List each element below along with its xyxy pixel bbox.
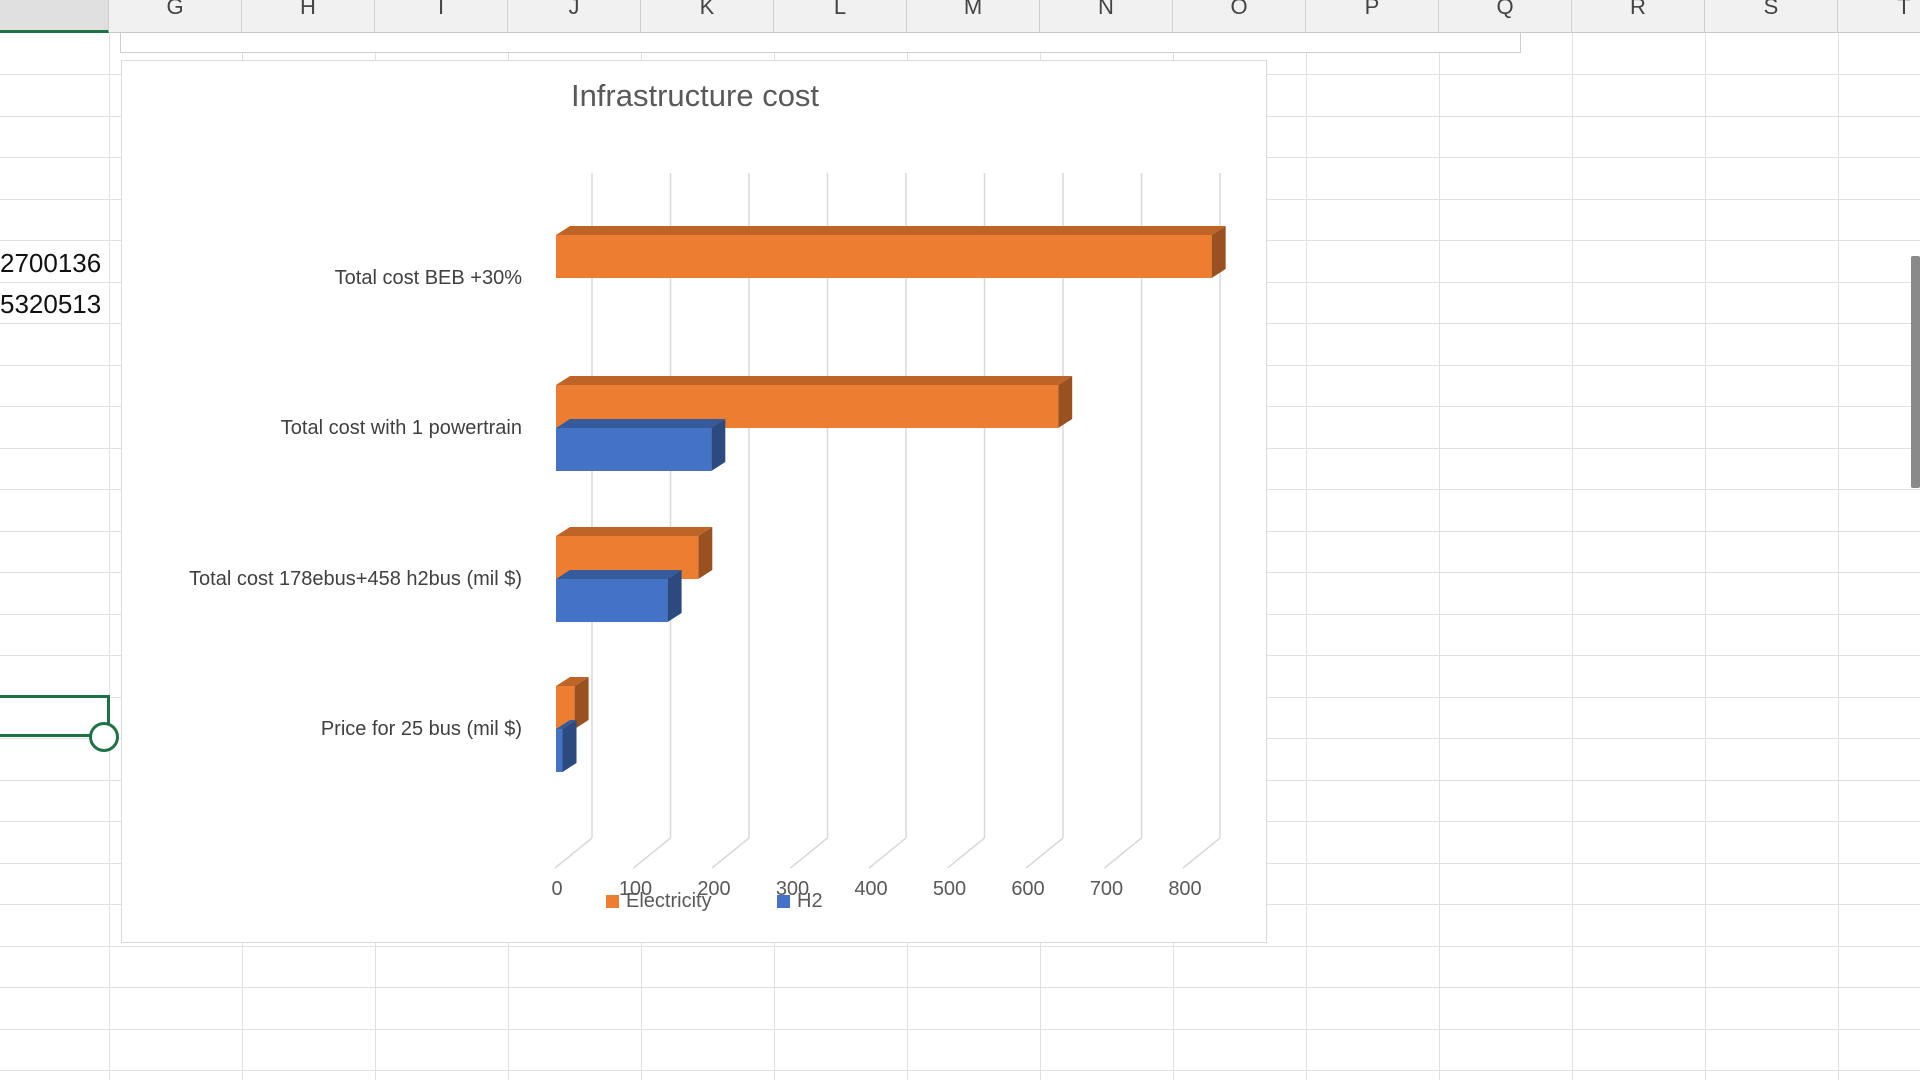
column-header-o[interactable]: O [1173, 0, 1306, 33]
bar-electricity [556, 235, 1212, 278]
bar-top-h2 [556, 419, 726, 428]
y-category-label: Total cost with 1 powertrain [281, 417, 522, 439]
legend-label: Electricity [626, 890, 712, 912]
bar-side-electricity [574, 677, 589, 729]
gridline-floor [868, 837, 907, 869]
bar-side-electricity [1058, 376, 1073, 428]
x-tick-label: 300 [776, 878, 809, 900]
x-tick-label: 100 [619, 878, 652, 900]
bar-h2 [556, 579, 668, 622]
legend-label: H2 [797, 890, 823, 912]
chart-area[interactable]: Infrastructure cost 0 100 200 300 400 500 600 70… [121, 60, 1267, 943]
resize-handle[interactable] [89, 722, 119, 752]
bar-h2 [556, 729, 563, 772]
gridline-horizontal [0, 1070, 1920, 1071]
gridline-vertical [1439, 33, 1440, 1080]
column-header-q[interactable]: Q [1439, 0, 1572, 33]
vertical-scrollbar[interactable] [1911, 256, 1920, 488]
cell-range-border [120, 33, 1521, 53]
chart-title: Infrastructure cost [571, 78, 819, 113]
bar-top-electricity [556, 527, 713, 536]
x-tick-label: 400 [854, 878, 887, 900]
column-header-r[interactable]: R [1572, 0, 1705, 33]
column-header-h[interactable]: H [242, 0, 375, 33]
gridline-floor [1182, 837, 1221, 869]
gridline-floor [633, 837, 671, 869]
bar-side-electricity [698, 527, 713, 579]
gridline-floor [1104, 837, 1142, 869]
bar-electricity [556, 686, 575, 729]
gridline-vertical [1572, 33, 1573, 1080]
bar-side-h2 [667, 570, 682, 622]
gridline-floor [711, 837, 750, 869]
column-header-blank[interactable] [0, 0, 109, 33]
gridline-vertical [1705, 33, 1706, 1080]
gridline-vertical [1838, 33, 1839, 1080]
gridline-floor [947, 837, 985, 869]
column-header-k[interactable]: K [641, 0, 774, 33]
x-tick-label: 700 [1090, 878, 1123, 900]
x-tick-label: 0 [551, 878, 562, 900]
column-header-t[interactable]: T [1838, 0, 1920, 33]
column-header-n[interactable]: N [1040, 0, 1173, 33]
x-tick-label: 800 [1168, 878, 1201, 900]
bar-h2 [556, 428, 712, 471]
gridline-vertical [109, 33, 110, 1080]
bar-top-electricity [556, 376, 1073, 385]
column-header-g[interactable]: G [109, 0, 242, 33]
x-tick-label: 500 [933, 878, 966, 900]
bar-top-h2 [556, 720, 577, 729]
x-tick-label: 200 [697, 878, 730, 900]
gridline-floor [1025, 837, 1064, 869]
gridline-horizontal [0, 1029, 1920, 1030]
y-category-label: Total cost 178ebus+458 h2bus (mil $) [189, 568, 522, 590]
gridline-horizontal [0, 946, 1920, 947]
gridline-vertical [1306, 33, 1307, 1080]
gridline-horizontal [0, 987, 1920, 988]
column-header-p[interactable]: P [1306, 0, 1439, 33]
y-category-label: Price for 25 bus (mil $) [321, 718, 522, 740]
legend-swatch-h2 [777, 895, 790, 908]
selected-cell-outline[interactable] [0, 695, 110, 737]
y-category-label: Total cost BEB +30% [335, 267, 523, 289]
column-header-l[interactable]: L [774, 0, 907, 33]
gridline-floor [790, 837, 828, 869]
legend-swatch-electricity [606, 895, 619, 908]
bar-side-h2 [711, 419, 726, 471]
bar-top-electricity [556, 226, 1226, 235]
column-header-j[interactable]: J [508, 0, 641, 33]
bar-top-electricity [556, 677, 589, 686]
bar-chart: Infrastructure cost 0 100 200 300 400 500 600 70… [189, 78, 1226, 912]
column-header-i[interactable]: I [375, 0, 508, 33]
gridline-floor [554, 837, 593, 869]
x-tick-label: 600 [1011, 878, 1044, 900]
cell-value[interactable]: 5320513 [0, 289, 102, 319]
cell-value[interactable]: 2700136 [0, 248, 102, 278]
bar-top-h2 [556, 570, 682, 579]
bar-side-h2 [562, 720, 577, 772]
column-header-s[interactable]: S [1705, 0, 1838, 33]
column-header-m[interactable]: M [907, 0, 1040, 33]
bar-side-electricity [1211, 226, 1226, 278]
